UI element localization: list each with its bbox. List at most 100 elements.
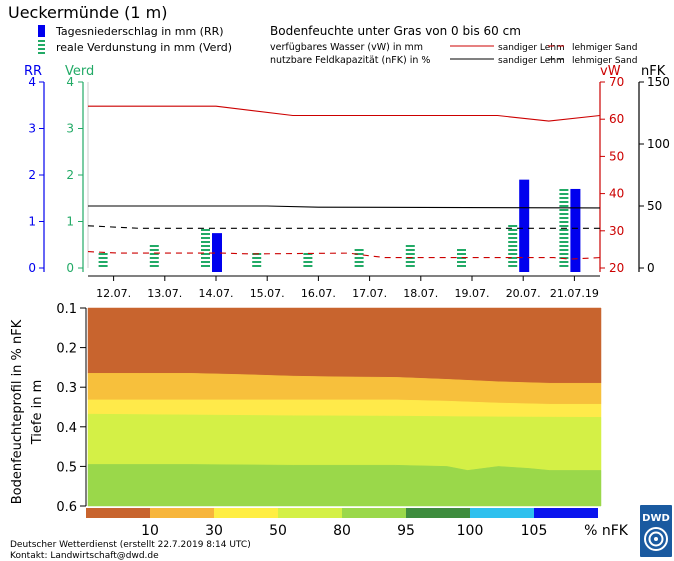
color-scale-label: 100: [457, 523, 484, 539]
verd-legend-swatch: [38, 40, 45, 54]
verd-bar-stripe: [149, 261, 159, 263]
verd-bar-stripe: [457, 249, 466, 251]
depth-tick-label: 0.1: [56, 302, 77, 317]
verd-bar-stripe: [508, 265, 518, 267]
rr-tick-label: 4: [28, 75, 36, 89]
verd-bar: [508, 225, 518, 267]
depth-tick-label: 0.3: [56, 381, 77, 396]
nfk-line: [88, 205, 601, 209]
vw-sandy-loam-label: sandiger Lehm: [498, 43, 565, 53]
verd-bar-stripe: [405, 265, 415, 267]
dwd-logo-text: DWD: [642, 513, 670, 524]
verd-bar-stripe: [354, 253, 364, 255]
verd-bar: [457, 249, 466, 267]
verd-bar-stripe: [201, 245, 210, 247]
verd-bar-stripe: [303, 253, 313, 255]
verd-bar-stripe: [201, 261, 210, 263]
verd-bar-stripe: [559, 229, 569, 231]
vw-loamy-sand-label: lehmiger Sand: [572, 43, 637, 53]
verd-bar: [559, 189, 569, 267]
verd-bar-stripe: [149, 257, 159, 259]
depth-tick-label: 0.6: [56, 500, 77, 515]
verd-bar: [405, 245, 415, 267]
depth-tick-label: 0.5: [56, 460, 77, 475]
nfk-sandy-loam-label: sandiger Lehm: [498, 56, 565, 66]
vw-header: verfügbares Wasser (vW) in mm: [270, 42, 423, 53]
verd-tick-label: 0: [66, 261, 74, 275]
profile-band: [87, 413, 602, 471]
verd-bar-stripe: [405, 245, 415, 247]
profile-bands: [87, 307, 602, 507]
rr-tick-label: 3: [28, 122, 36, 136]
verd-bar-stripe: [559, 245, 569, 247]
verd-bar-stripe: [201, 249, 210, 251]
verd-bar-stripe: [405, 249, 415, 251]
verd-bar-stripe: [508, 245, 518, 247]
verd-bar-stripe: [201, 253, 210, 255]
vw-tick-label: 40: [609, 187, 624, 201]
profile-band: [87, 307, 602, 384]
date-tick-label: 18.07.: [403, 287, 438, 300]
depth-tick-label: 0.2: [56, 342, 77, 357]
verd-bar-stripe: [559, 205, 569, 207]
upper-chart: 0 1 2 3 4 0 1 2 3 4 20 30 40 50 60 70 0 50 100 150 12.07…: [28, 75, 670, 300]
color-scale-swatch: [342, 508, 406, 518]
verd-bar-stripe: [457, 261, 466, 263]
verd-bar-stripe: [559, 233, 569, 235]
station-title: Ueckermünde (1 m): [8, 3, 167, 22]
color-scale-labels: 10 30 50 80 95 100 105 % nFK: [141, 523, 629, 539]
color-scale-swatch: [150, 508, 214, 518]
verd-tick-label: 4: [66, 75, 74, 89]
verd-bar-stripe: [508, 225, 518, 227]
verd-bar-stripe: [98, 253, 108, 255]
verd-bar-stripe: [559, 265, 569, 267]
verd-bar: [201, 229, 210, 267]
verd-bar-stripe: [559, 201, 569, 203]
color-scale-swatch: [406, 508, 470, 518]
color-scale-swatch: [534, 508, 598, 518]
vw-tick-label: 20: [609, 261, 624, 275]
verd-bar-stripe: [508, 257, 518, 259]
dwd-logo: DWD: [640, 505, 672, 557]
rr-bars: [212, 179, 581, 272]
nfk-tick-label: 50: [647, 199, 662, 213]
verd-bar-stripe: [559, 225, 569, 227]
verd-bar: [149, 245, 159, 267]
date-tick-label: 17.07.: [352, 287, 387, 300]
depth-tick-label: 0.4: [56, 421, 77, 436]
vw-line: [87, 251, 601, 260]
verd-tick-label: 1: [66, 215, 74, 229]
color-scale-swatch: [214, 508, 278, 518]
date-tick-label: 21.07.19: [550, 287, 599, 300]
rr-bar: [212, 233, 222, 272]
verd-bar-stripe: [98, 257, 108, 259]
date-tick-label: 15.07.: [250, 287, 285, 300]
verd-bar-stripe: [201, 257, 210, 259]
verd-axis-title: Verd: [65, 64, 94, 79]
vw-line: [88, 105, 601, 122]
rr-tick-label: 0: [28, 261, 36, 275]
verd-bar-stripe: [252, 265, 262, 267]
color-scale-label: 80: [333, 523, 351, 539]
soil-header: Bodenfeuchte unter Gras von 0 bis 60 cm: [270, 24, 521, 38]
rr-legend-swatch: [38, 25, 45, 37]
date-tick-label: 13.07.: [147, 287, 182, 300]
nfk-axis-ticks: 0 50 100 150: [639, 75, 670, 275]
verd-tick-label: 3: [66, 122, 74, 136]
verd-bar-stripe: [559, 257, 569, 259]
verd-bar-stripe: [508, 241, 518, 243]
rr-bar: [519, 179, 530, 272]
color-scale-swatch: [470, 508, 534, 518]
rr-legend-label: Tagesniederschlag in mm (RR): [55, 25, 224, 38]
verd-bar: [354, 249, 364, 267]
color-scale-swatch: [86, 508, 150, 518]
verd-bar-stripe: [98, 265, 108, 267]
verd-bar-stripe: [149, 265, 159, 267]
date-tick-label: 12.07.: [96, 287, 131, 300]
profile-title: Bodenfeuchteprofil in % nFK: [10, 319, 25, 504]
soil-moisture-lines: [87, 105, 601, 260]
nfk-header: nutzbare Feldkapazität (nFK) in %: [270, 55, 430, 66]
color-scale-label: 95: [397, 523, 415, 539]
verd-bar-stripe: [98, 261, 108, 263]
